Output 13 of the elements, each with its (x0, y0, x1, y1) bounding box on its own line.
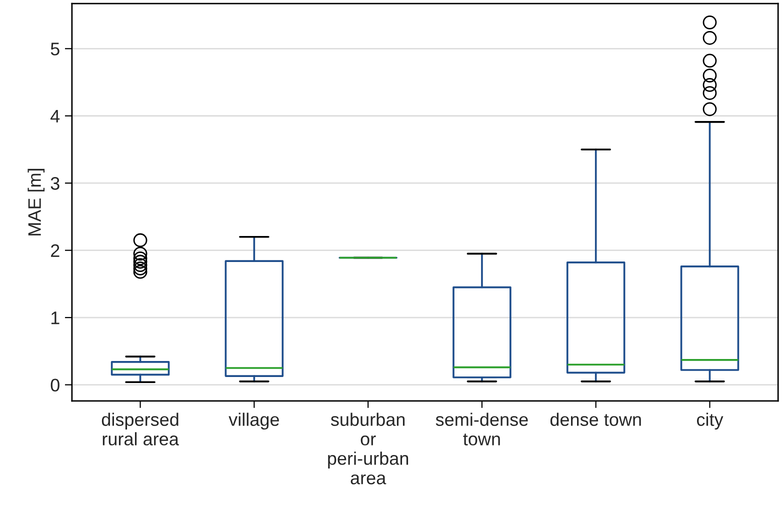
x-tick-label: semi-dense town (436, 412, 528, 446)
y-tick-label: 1 (51, 312, 60, 324)
x-tick-label: city (696, 412, 724, 430)
x-tick-label: dense town (550, 412, 641, 426)
y-tick-label: 2 (51, 244, 60, 257)
y-tick-label: 3 (50, 177, 60, 190)
y-tick-label: 0 (50, 378, 60, 392)
x-tick-label: village (228, 412, 279, 430)
x-tick-label: dispersed rural area (102, 412, 179, 446)
y-tick-label: 5 (50, 42, 60, 56)
y-axis-title: MAE [m] (28, 168, 45, 236)
x-tick-label: suburban or peri-urban area (328, 412, 408, 484)
y-tick-label: 4 (50, 110, 60, 122)
